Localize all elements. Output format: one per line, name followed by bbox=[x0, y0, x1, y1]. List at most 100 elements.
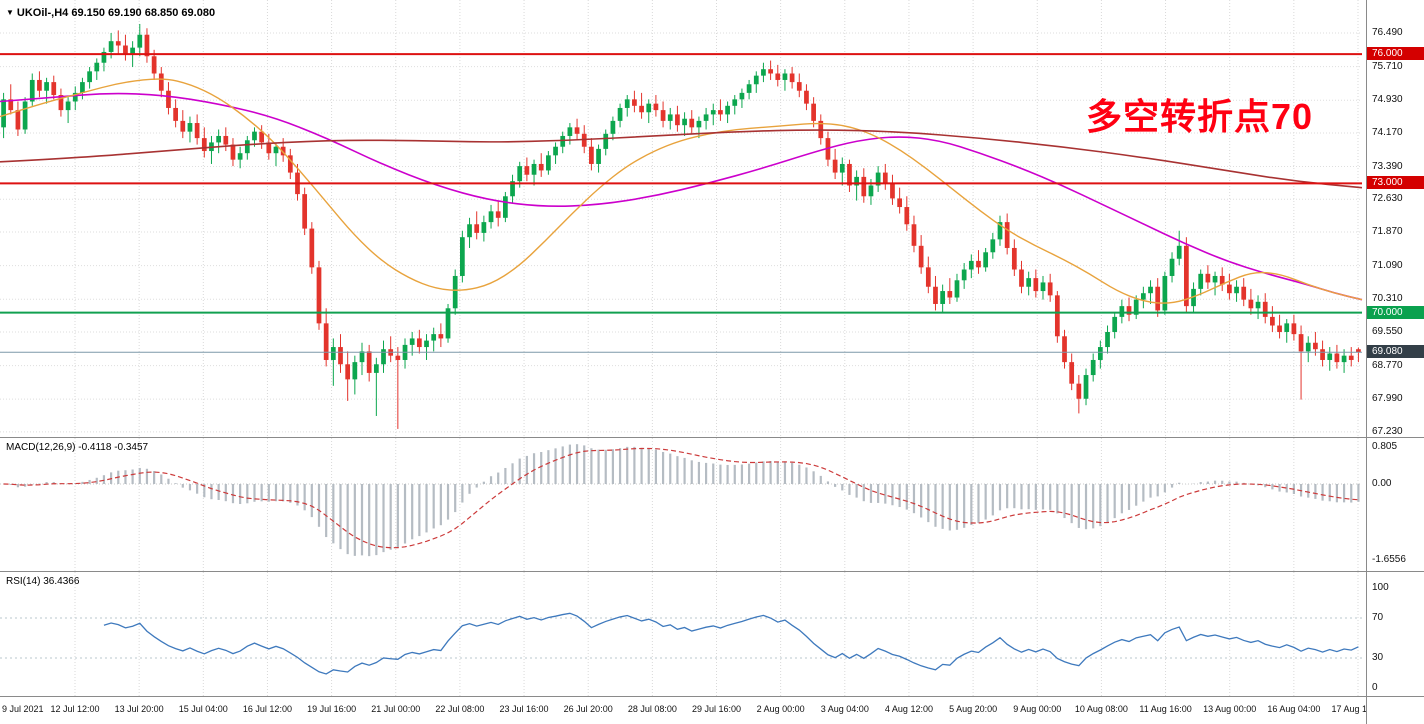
candle-body bbox=[1119, 306, 1125, 317]
candle-body bbox=[976, 260, 981, 268]
candle-body bbox=[495, 211, 501, 218]
candle-body bbox=[58, 95, 64, 111]
candle-body bbox=[574, 127, 580, 134]
candle-body bbox=[94, 62, 100, 72]
price-axis[interactable]: 76.490 75.710 74.930 74.170 73.390 72.630 71.8… bbox=[1366, 0, 1424, 724]
candle-body bbox=[173, 107, 178, 121]
candle-body bbox=[1083, 375, 1089, 399]
candle-body bbox=[961, 269, 967, 281]
price-badge-73.000: 73.000 bbox=[1367, 176, 1424, 190]
macd-rsi-divider[interactable] bbox=[0, 571, 1424, 572]
time-tick: 9 Jul 2021 bbox=[2, 704, 44, 714]
rsi-scale-tick: 0 bbox=[1372, 682, 1378, 693]
time-tick: 2 Aug 00:00 bbox=[756, 704, 805, 714]
candle-body bbox=[997, 222, 1003, 240]
candle-body bbox=[1241, 286, 1247, 300]
candle-body bbox=[252, 131, 257, 141]
dropdown-arrow-icon[interactable]: ▼ bbox=[6, 8, 14, 17]
candle-body bbox=[1126, 306, 1132, 315]
candle-body bbox=[330, 347, 336, 360]
main-macd-divider[interactable] bbox=[0, 437, 1424, 438]
candle-body bbox=[474, 224, 480, 233]
candle-body bbox=[1348, 355, 1354, 360]
time-tick: 13 Jul 20:00 bbox=[114, 704, 164, 714]
candle-body bbox=[130, 47, 135, 55]
candle-body bbox=[395, 355, 401, 360]
candle-body bbox=[546, 155, 551, 171]
candle-body bbox=[201, 138, 207, 152]
candle-body bbox=[22, 101, 28, 130]
candle-body bbox=[925, 267, 931, 287]
candle-body bbox=[1191, 288, 1196, 307]
candle-body bbox=[166, 90, 171, 108]
candle-body bbox=[782, 73, 788, 80]
candle-body bbox=[589, 146, 594, 164]
candle-body bbox=[144, 34, 150, 57]
rsi-line bbox=[103, 612, 1359, 675]
candle-body bbox=[1054, 295, 1060, 337]
candle-body bbox=[445, 308, 451, 339]
candle-body bbox=[1212, 275, 1218, 283]
price-badge-69.080: 69.080 bbox=[1367, 345, 1424, 359]
price-tick: 70.310 bbox=[1372, 293, 1403, 305]
price-tick: 74.930 bbox=[1372, 94, 1403, 106]
candle-body bbox=[87, 71, 92, 83]
candle-body bbox=[703, 114, 709, 121]
candle-body bbox=[137, 34, 143, 48]
time-tick: 22 Jul 08:00 bbox=[435, 704, 485, 714]
candle-body bbox=[1227, 284, 1232, 294]
candle-body bbox=[237, 153, 243, 160]
time-tick: 13 Aug 00:00 bbox=[1203, 704, 1257, 714]
candle-body bbox=[29, 79, 35, 102]
price-tick: 69.550 bbox=[1372, 325, 1403, 337]
candle-body bbox=[381, 349, 386, 365]
rsi-timeaxis-divider[interactable] bbox=[0, 696, 1424, 697]
candle-body bbox=[187, 123, 193, 132]
candle-body bbox=[560, 135, 566, 147]
candle-body bbox=[768, 69, 773, 74]
macd-panel-canvas[interactable] bbox=[0, 438, 1366, 571]
candle-body bbox=[1169, 258, 1175, 276]
candle-body bbox=[603, 133, 609, 149]
price-badge-76.000: 76.000 bbox=[1367, 47, 1424, 61]
candle-body bbox=[230, 144, 236, 160]
candle-body bbox=[1133, 299, 1139, 315]
price-tick: 71.870 bbox=[1372, 226, 1403, 238]
candle-body bbox=[273, 146, 279, 154]
candle-body bbox=[1047, 282, 1053, 296]
candle-body bbox=[51, 82, 57, 96]
candle-body bbox=[968, 260, 974, 270]
candle-body bbox=[280, 146, 286, 156]
candle-body bbox=[510, 181, 515, 197]
candle-body bbox=[459, 237, 465, 276]
candle-body bbox=[345, 364, 351, 380]
macd-scale-tick: 0.00 bbox=[1372, 478, 1392, 489]
candle-body bbox=[438, 334, 444, 339]
time-axis[interactable]: 9 Jul 2021 12 Jul 12:00 13 Jul 20:00 15 Jul… bbox=[0, 697, 1385, 724]
candle-body bbox=[832, 159, 838, 173]
candle-body bbox=[639, 105, 644, 113]
candle-body bbox=[1334, 353, 1340, 363]
rsi-panel-canvas[interactable] bbox=[0, 572, 1366, 696]
candle-body bbox=[839, 163, 845, 173]
candle-body bbox=[761, 69, 766, 76]
price-tick: 68.770 bbox=[1372, 359, 1403, 371]
ohlc-readout: 69.150 69.190 68.850 69.080 bbox=[71, 7, 216, 19]
candle-body bbox=[488, 211, 494, 223]
annotation-text-object[interactable]: 多空转折点70 bbox=[1086, 96, 1314, 137]
candle-body bbox=[194, 123, 200, 139]
ma-slow-darkred bbox=[0, 129, 1363, 189]
candle-body bbox=[80, 82, 85, 93]
candle-body bbox=[617, 107, 623, 121]
candle-body bbox=[725, 105, 730, 115]
time-tick: 15 Jul 04:00 bbox=[178, 704, 228, 714]
candle-body bbox=[1313, 342, 1318, 350]
time-tick: 26 Jul 20:00 bbox=[563, 704, 613, 714]
main-chart-canvas[interactable] bbox=[0, 0, 1366, 437]
candle-body bbox=[366, 351, 372, 373]
candle-body bbox=[1320, 349, 1325, 360]
candle-body bbox=[266, 142, 272, 154]
time-tick: 9 Aug 00:00 bbox=[1013, 704, 1062, 714]
candle-body bbox=[37, 79, 42, 91]
chart-title: ▼ UKOil-,H4 69.150 69.190 68.850 69.080 bbox=[6, 7, 215, 19]
